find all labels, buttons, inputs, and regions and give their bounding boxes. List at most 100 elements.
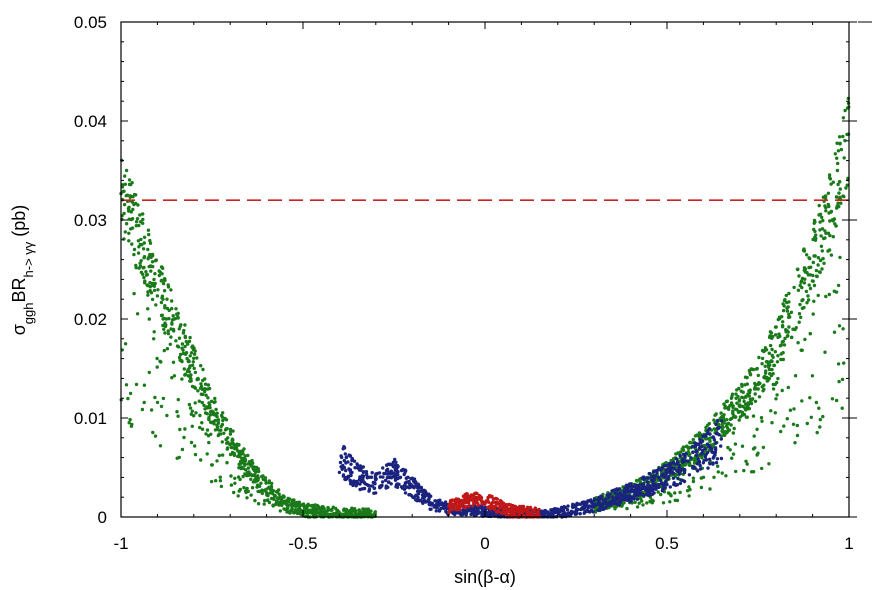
scatter-point (659, 492, 663, 497)
scatter-point (745, 382, 749, 386)
scatter-point (123, 342, 128, 346)
scatter-point (812, 218, 817, 223)
scatter-point (242, 486, 246, 490)
scatter-point (224, 437, 228, 442)
scatter-point (252, 473, 257, 478)
scatter-point (162, 289, 167, 293)
scatter-point (748, 388, 752, 392)
scatter-point (716, 464, 720, 468)
scatter-point (338, 460, 343, 465)
scatter-point (281, 500, 286, 504)
scatter-point (818, 425, 822, 429)
scatter-point (842, 156, 846, 160)
scatter-point (170, 321, 174, 325)
scatter-point (162, 327, 166, 331)
scatter-point (808, 331, 812, 336)
scatter-point (715, 419, 720, 423)
scatter-point (786, 330, 790, 334)
scatter-point (780, 315, 784, 319)
scatter-point (780, 325, 785, 329)
scatter-point (676, 476, 680, 481)
scatter-point (174, 307, 178, 311)
scatter-point (228, 442, 232, 447)
scatter-point (782, 343, 787, 347)
scatter-point (731, 431, 735, 435)
scatter-point (451, 503, 456, 507)
scatter-point (208, 413, 212, 417)
scatter-point (142, 275, 146, 280)
scatter-point (815, 274, 819, 279)
scatter-point (838, 180, 842, 184)
scatter-point (481, 513, 485, 517)
scatter-point (221, 418, 225, 423)
scatter-point (722, 433, 726, 437)
scatter-point (134, 201, 138, 206)
scatter-point (839, 201, 843, 205)
scatter-point (501, 506, 505, 510)
scatter-point (836, 161, 840, 166)
scatter-point (753, 392, 757, 396)
scatter-point (383, 478, 388, 483)
scatter-point (829, 210, 833, 214)
scatter-point (811, 312, 815, 316)
scatter-point (620, 504, 624, 508)
scatter-point (191, 360, 195, 364)
scatter-point (751, 414, 756, 418)
scatter-point (820, 249, 824, 253)
scatter-point (802, 247, 806, 251)
scatter-point (834, 398, 839, 403)
scatter-point (180, 342, 185, 346)
scatter-point (403, 481, 408, 485)
scatter-point (341, 463, 345, 468)
axis-ticks-layer: -1 -0.5 0 0.5 1 0 0.01 0.02 0.03 0.04 0.05 (74, 13, 857, 553)
scatter-point (392, 474, 397, 478)
scatter-point (152, 337, 156, 341)
scatter-point (730, 392, 735, 396)
scatter-point (243, 468, 248, 472)
scatter-point (738, 410, 743, 414)
scatter-point (462, 494, 466, 499)
scatter-point (812, 254, 816, 258)
scatter-point (243, 459, 248, 463)
scatter-point (353, 466, 357, 470)
scatter-point (694, 450, 698, 454)
scatter-point (831, 235, 835, 239)
scatter-point (381, 466, 385, 470)
scatter-point (160, 294, 165, 298)
scatter-point (245, 470, 250, 474)
scatter-point (122, 211, 126, 216)
scatter-point (764, 360, 769, 364)
scatter-point (416, 495, 420, 500)
scatter-point (256, 468, 260, 472)
scatter-point (217, 428, 221, 432)
scatter-point (176, 397, 180, 402)
scatter-point (340, 455, 344, 460)
scatter-point (829, 182, 833, 186)
scatter-point (782, 298, 787, 303)
scatter-point (137, 223, 141, 228)
scatter-point (396, 470, 400, 474)
scatter-point (311, 506, 315, 510)
scatter-point (729, 396, 734, 400)
scatter-point (358, 487, 362, 492)
scatter-point (704, 458, 708, 462)
scatter-point (735, 408, 739, 412)
scatter-point (209, 432, 213, 436)
scatter-point (282, 495, 286, 499)
scatter-point (693, 434, 698, 438)
scatter-point (142, 235, 147, 239)
scatter-point (767, 351, 771, 355)
scatter-point (672, 466, 676, 471)
scatter-point (828, 219, 832, 223)
scatter-point (384, 468, 389, 473)
scatter-point (203, 387, 207, 391)
scatter-point (641, 492, 645, 497)
scatter-point (144, 270, 148, 274)
scatter-point (380, 480, 385, 484)
scatter-point (253, 498, 257, 503)
y-axis-label-part: h-> γγ (21, 241, 36, 277)
scatter-point (192, 352, 197, 356)
scatter-point (622, 501, 626, 505)
scatter-point (650, 498, 654, 502)
scatter-point (438, 508, 442, 512)
